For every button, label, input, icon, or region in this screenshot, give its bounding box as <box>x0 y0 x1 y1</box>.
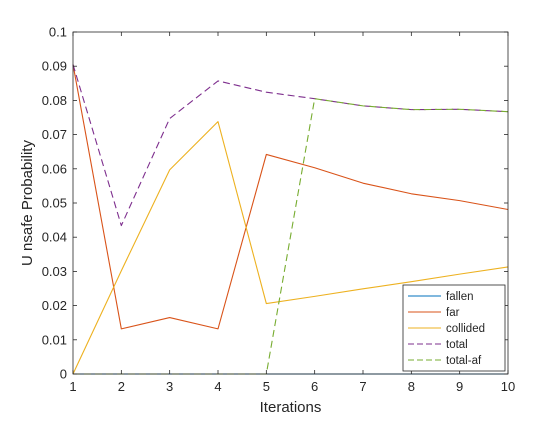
x-tick-label: 3 <box>166 379 173 394</box>
x-tick-label: 1 <box>69 379 76 394</box>
y-tick-label: 0 <box>60 367 67 382</box>
x-tick-label: 2 <box>118 379 125 394</box>
y-tick-label: 0.04 <box>42 230 67 245</box>
x-tick-label: 4 <box>214 379 221 394</box>
y-tick-label: 0.1 <box>49 25 67 40</box>
series-line-far <box>72 64 509 330</box>
y-tick-label: 0.09 <box>42 59 67 74</box>
y-tick-label: 0.08 <box>42 93 67 108</box>
x-tick-label: 9 <box>456 379 463 394</box>
x-axis-label: Iterations <box>260 399 322 416</box>
x-tick-label: 10 <box>501 379 515 394</box>
plot-frame <box>72 31 509 375</box>
x-tick-label: 6 <box>311 379 318 394</box>
y-tick-label: 0.05 <box>42 196 67 211</box>
legend-label-far: far <box>446 307 460 319</box>
y-tick-label: 0.07 <box>42 127 67 142</box>
y-tick-label: 0.06 <box>42 161 67 176</box>
x-tick-label: 7 <box>359 379 366 394</box>
legend-label-fallen: fallen <box>446 291 474 303</box>
legend-label-collided: collided <box>446 323 485 335</box>
tick-labels-layer: 1 2 3 4 5 6 7 8 9 10 0 0.01 0.02 0.03 0.04 0.05 0.06 0.07… <box>42 25 516 395</box>
y-tick-label: 0.02 <box>42 298 67 313</box>
legend-label-total-af: total-af <box>446 355 482 367</box>
y-tick-label: 0.03 <box>42 264 67 279</box>
y-tick-label: 0.01 <box>42 332 67 347</box>
legend: fallen far collided total total-af <box>402 284 506 372</box>
series-line-collided <box>72 121 509 375</box>
legend-label-total: total <box>446 339 468 351</box>
x-tick-label: 5 <box>263 379 270 394</box>
x-tick-label: 8 <box>408 379 415 394</box>
y-axis-label: U nsafe Probability <box>19 140 36 266</box>
